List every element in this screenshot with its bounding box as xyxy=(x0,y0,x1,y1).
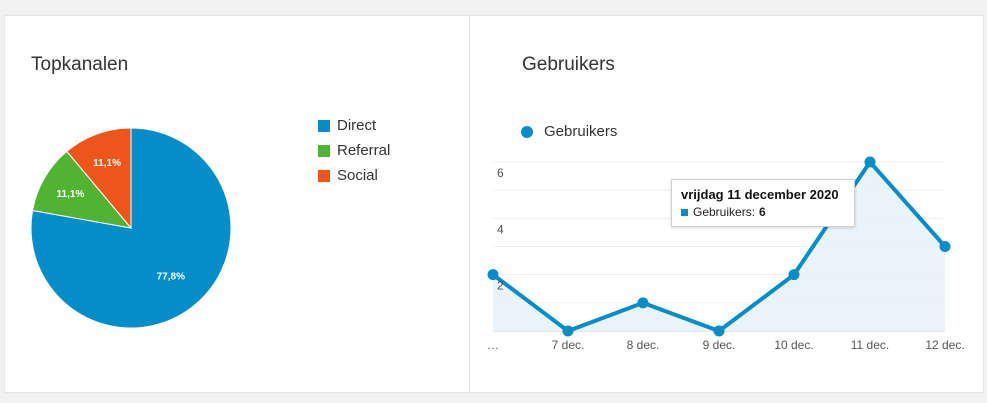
topkanalen-title: Topkanalen xyxy=(31,54,129,75)
legend-swatch-direct xyxy=(318,119,330,132)
legend-label-direct: Direct xyxy=(337,117,377,134)
pie-legend: Direct Referral Social xyxy=(318,113,390,188)
pie-label-direct: 77,8% xyxy=(157,272,185,283)
pie-label-referral: 11,1% xyxy=(57,189,85,200)
pie-slice-social[interactable] xyxy=(66,127,132,230)
legend-label-referral: Referral xyxy=(337,142,391,159)
legend-label-social: Social xyxy=(337,167,378,184)
chart-tooltip: vrijdag 11 december 2020 Gebruikers: 6 xyxy=(671,179,855,227)
y-tick-label: 4 xyxy=(497,222,504,236)
data-point[interactable] xyxy=(713,325,725,337)
y-tick-label: 2 xyxy=(497,279,504,293)
gebruikers-title: Gebruikers xyxy=(522,54,615,75)
line-legend-label: Gebruikers xyxy=(544,123,618,140)
data-point[interactable] xyxy=(487,269,499,281)
x-tick-label: 9 dec. xyxy=(703,338,736,352)
data-point[interactable] xyxy=(562,325,574,337)
legend-item-referral[interactable]: Referral xyxy=(318,138,390,163)
line-legend-gebruikers[interactable]: Gebruikers xyxy=(521,123,617,140)
x-tick-label: 12 dec. xyxy=(925,338,964,352)
y-tick-label: 6 xyxy=(497,166,504,180)
x-tick-label: … xyxy=(487,338,499,352)
tooltip-row: Gebruikers: 6 xyxy=(681,205,845,219)
legend-swatch-referral xyxy=(318,144,330,157)
line-legend-dot xyxy=(521,125,533,138)
data-point[interactable] xyxy=(864,156,876,168)
area-fill xyxy=(493,162,945,331)
legend-item-social[interactable]: Social xyxy=(318,163,390,188)
data-point[interactable] xyxy=(637,297,649,309)
x-tick-label: 10 dec. xyxy=(774,338,813,352)
legend-swatch-social xyxy=(318,169,330,182)
tooltip-value: 6 xyxy=(759,205,766,219)
tooltip-date: vrijdag 11 december 2020 xyxy=(681,187,839,202)
data-point[interactable] xyxy=(788,269,800,281)
pie-slice-referral[interactable] xyxy=(31,150,133,229)
panel-divider xyxy=(469,16,470,393)
x-tick-label: 11 dec. xyxy=(851,338,889,352)
data-point[interactable] xyxy=(939,241,951,252)
tooltip-series-square xyxy=(681,208,688,216)
tooltip-series-label: Gebruikers: xyxy=(693,205,756,219)
legend-item-direct[interactable]: Direct xyxy=(318,113,390,138)
x-tick-label: 7 dec. xyxy=(552,338,585,352)
pie-label-social: 11,1% xyxy=(93,158,121,169)
x-tick-label: 8 dec. xyxy=(627,338,660,352)
